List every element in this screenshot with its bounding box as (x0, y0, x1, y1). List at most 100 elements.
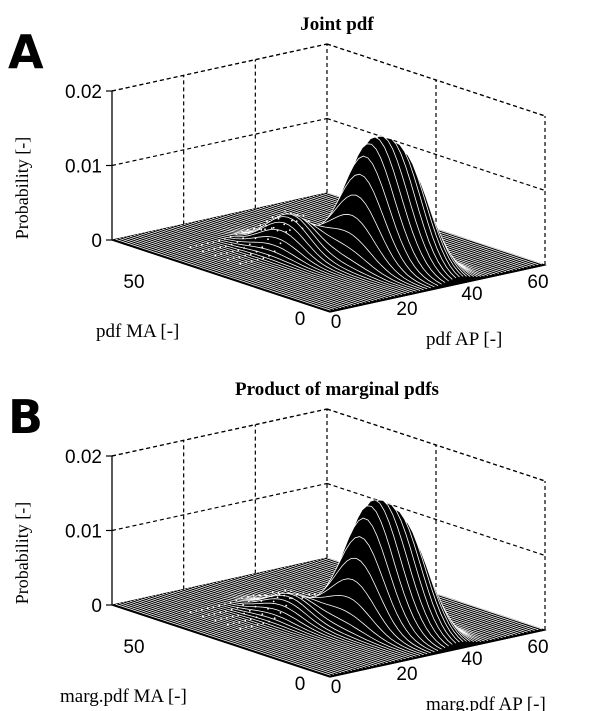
surface-speckle (249, 618, 252, 621)
surface-mesh-line (144, 232, 360, 305)
surface-speckle (236, 241, 239, 243)
top-back-edge (111, 408, 328, 457)
surface-speckle (237, 249, 240, 252)
surface-speckle (295, 220, 298, 223)
surface-speckle (195, 245, 198, 247)
surface-speckle (255, 616, 258, 619)
surface-speckle (265, 224, 267, 227)
surface-speckle (213, 612, 216, 615)
surface-speckle (278, 215, 281, 218)
grid-line-z (111, 117, 328, 167)
surface-speckle (244, 619, 247, 622)
panel-letter: A (8, 25, 44, 79)
surface-speckle (250, 625, 253, 628)
surface-mesh-line (140, 233, 356, 306)
surface-mesh-line (122, 602, 338, 674)
surface-mesh-line (201, 214, 417, 292)
surface-mesh-line (183, 588, 399, 661)
surface-speckle (273, 617, 276, 620)
surface-speckle (252, 594, 255, 597)
surface-mesh-line (162, 593, 378, 666)
surface-speckle (271, 216, 274, 219)
surface-speckle (262, 622, 265, 625)
surface-mesh-line (208, 583, 424, 656)
surface-speckle (214, 619, 217, 622)
surface-speckle (260, 600, 263, 602)
surface-mesh (111, 499, 545, 677)
surface-mesh-line (122, 237, 338, 309)
surface-mesh-line (115, 238, 331, 311)
z-tick-label: 0.02 (65, 82, 102, 103)
surface-speckle (241, 230, 244, 233)
surface-mesh-line (197, 213, 414, 293)
surface-mesh-line (219, 536, 435, 653)
surface-mesh-line (119, 603, 335, 675)
x-axis-line (329, 264, 546, 313)
surface-speckle (256, 624, 259, 626)
surface-speckle (229, 601, 232, 604)
grid-line-z (326, 482, 546, 557)
surface-mesh-line (129, 235, 345, 308)
surface-speckle (220, 618, 223, 621)
surface-mesh-line (126, 236, 342, 309)
surface-speckle (239, 262, 242, 265)
grid-line-z (326, 117, 546, 192)
surface-speckle (260, 228, 263, 231)
surface-speckle (202, 250, 204, 253)
surface-speckle (241, 597, 244, 600)
x-axis-label: marg.pdf AP [-] (426, 694, 546, 711)
surface-speckle (244, 254, 247, 257)
surface-speckle (235, 599, 238, 602)
surface-speckle (225, 610, 227, 613)
surface-speckle (242, 604, 245, 606)
z-axis-label: Probability [-] (12, 502, 32, 604)
surface-mesh-line (151, 596, 367, 668)
surface-mesh-line (205, 584, 421, 656)
surface-mesh-line (187, 223, 403, 295)
x-tick-label: 60 (527, 272, 548, 293)
surface-speckle (239, 627, 242, 630)
surface-speckle (227, 258, 229, 261)
surface-speckle (308, 593, 310, 596)
surface-mesh-line (154, 230, 371, 302)
z-tick-label: 0 (91, 231, 102, 252)
z-tick-label: 0.02 (65, 447, 102, 468)
chart-title: Joint pdf (300, 14, 374, 35)
surface-speckle (246, 595, 249, 598)
panel-letter: B (8, 390, 43, 444)
surface-speckle (249, 253, 252, 256)
surface-speckle (284, 589, 287, 592)
surface-speckle (212, 606, 215, 609)
surface-speckle (290, 212, 292, 215)
surface-speckle (243, 612, 246, 615)
surface-speckle (285, 604, 288, 607)
surface-speckle (314, 223, 316, 226)
x-tick-label: 40 (461, 649, 482, 670)
surface-speckle (284, 210, 287, 212)
y-axis-line (111, 239, 331, 313)
surface-mesh-line (158, 594, 374, 667)
surface-speckle (220, 253, 223, 256)
x-tick-label: 20 (396, 299, 417, 320)
surface-speckle (262, 257, 265, 260)
surface-speckle (195, 610, 198, 612)
surface-mesh-line (119, 238, 335, 310)
surface-mesh-line (169, 592, 385, 664)
surface-speckle (268, 254, 270, 257)
surface-speckle (206, 607, 209, 610)
surface-speckle (259, 224, 262, 227)
surface-speckle (254, 605, 257, 608)
surface-speckle (258, 228, 261, 231)
surface-mesh (111, 135, 545, 312)
surface-mesh-line (172, 591, 388, 664)
z-tick-label: 0.01 (65, 522, 102, 543)
surface-speckle (283, 594, 286, 597)
surface-mesh-line (154, 595, 371, 667)
surface-speckle (225, 245, 227, 248)
surface-speckle (289, 597, 291, 600)
surface-speckle (202, 615, 204, 618)
surface-speckle (189, 611, 192, 614)
surface-mesh-line (197, 585, 414, 658)
surface-speckle (207, 614, 210, 616)
z-tick-label: 0.01 (65, 157, 102, 178)
